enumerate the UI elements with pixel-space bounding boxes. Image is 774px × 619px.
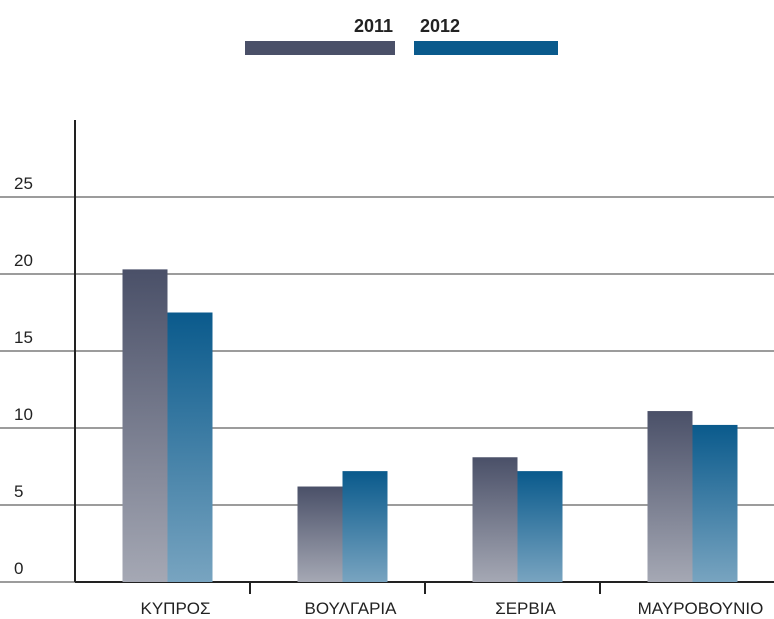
y-tick-label: 15: [14, 328, 33, 347]
bar: [647, 411, 693, 582]
bar: [122, 269, 168, 582]
y-tick-label: 0: [14, 559, 23, 578]
x-tick-label: ΚΥΠΡΟΣ: [140, 599, 210, 618]
legend-swatch: [414, 41, 558, 55]
bar: [472, 457, 518, 582]
bar: [297, 486, 343, 582]
y-tick-label: 10: [14, 405, 33, 424]
x-tick-label: ΜΑΥΡΟΒΟΥΝΙΟ: [638, 599, 764, 618]
bar: [167, 312, 213, 582]
bar: [342, 471, 388, 582]
legend-label: 2011: [354, 16, 393, 36]
legend-label: 2012: [420, 16, 460, 36]
x-tick-label: ΣΕΡΒΙΑ: [495, 599, 556, 618]
y-tick-label: 5: [14, 482, 23, 501]
bar: [692, 424, 738, 582]
bar: [517, 471, 563, 582]
y-tick-label: 25: [14, 174, 33, 193]
y-tick-label: 20: [14, 251, 33, 270]
legend-swatch: [245, 41, 395, 55]
x-tick-label: ΒΟΥΛΓΑΡΙΑ: [305, 599, 398, 618]
